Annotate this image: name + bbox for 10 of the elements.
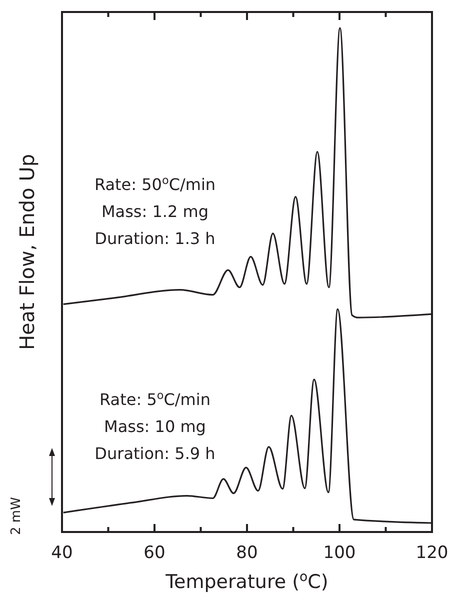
x-tick-label: 40 (51, 543, 73, 563)
x-tick-label: 120 (416, 543, 448, 563)
x-tick-label: 80 (236, 543, 258, 563)
x-tick-label: 60 (144, 543, 166, 563)
text: 2 mW (9, 496, 24, 535)
annotation: Rate: 5$^{o}$C/min Mass: 10 mg Duration: 5.9 h (94, 388, 216, 463)
x-axis-title: Temperature ($^{o}$C) (164, 570, 328, 593)
annotation: Rate: 50$^{o}$C/min Mass: 1.2 mg Duration: 1.3 h (94, 174, 216, 248)
x-tick-label: 100 (323, 543, 356, 563)
y-axis-title: Heat Flow, Endo Up (15, 154, 39, 350)
